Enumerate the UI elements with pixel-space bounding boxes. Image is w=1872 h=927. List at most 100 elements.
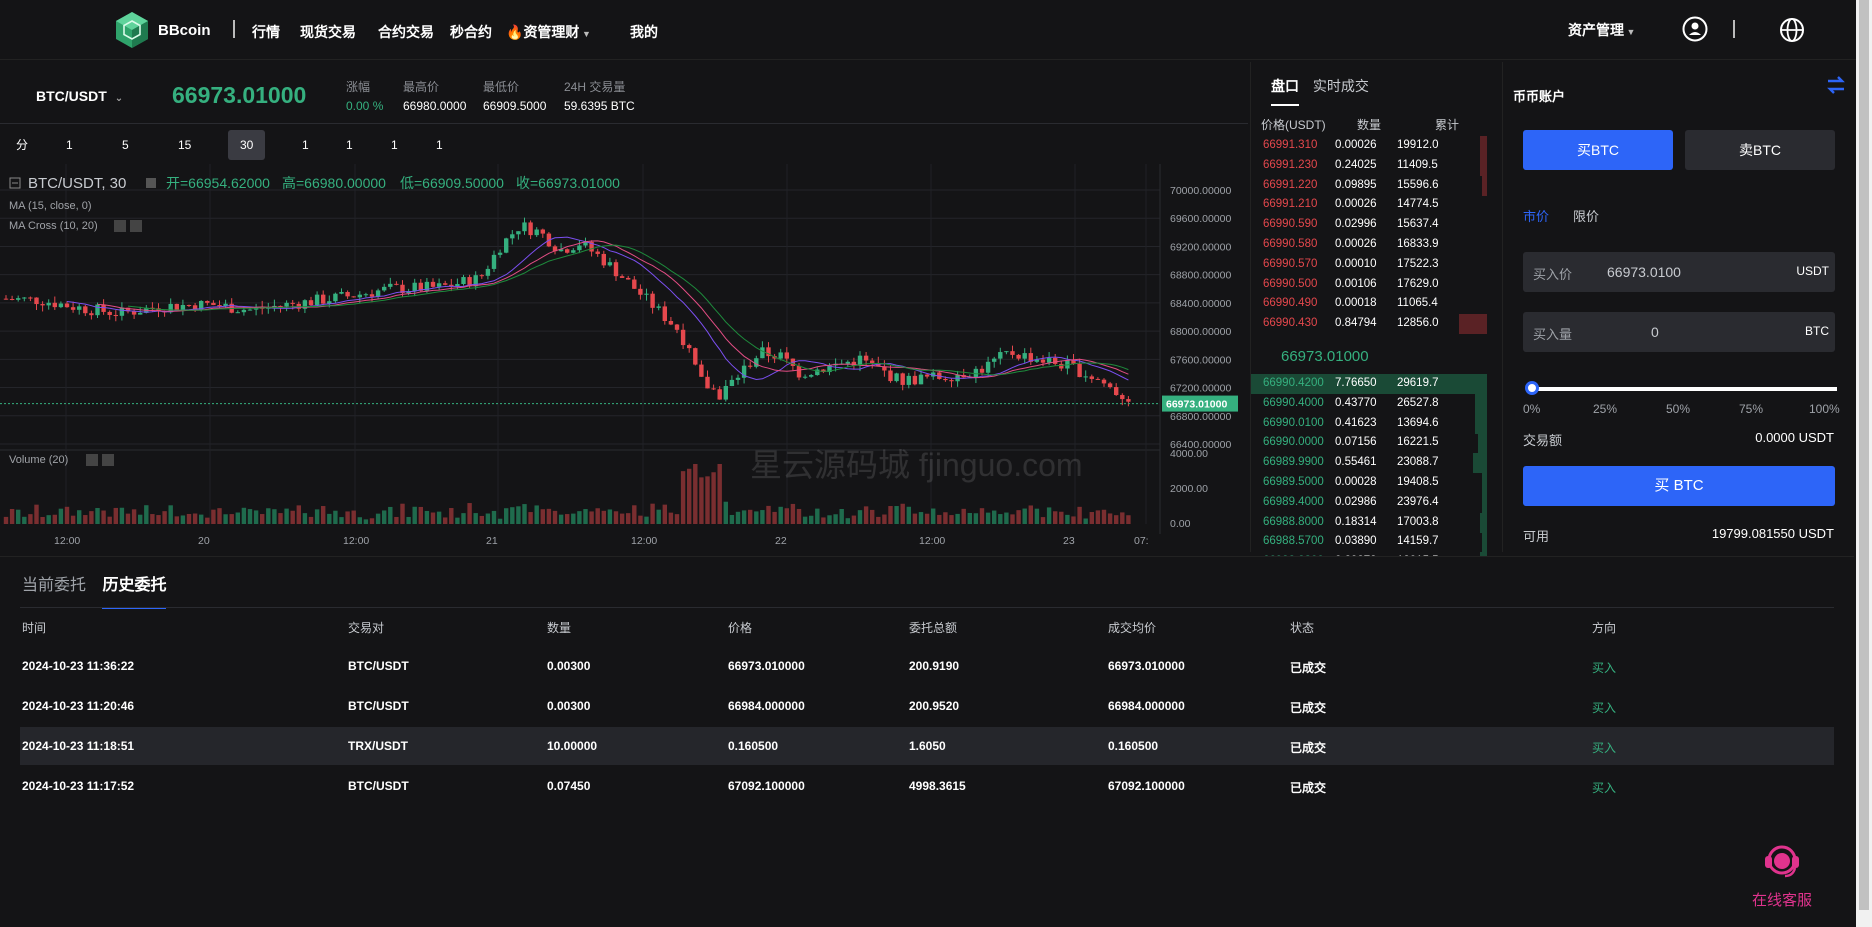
candle: [1028, 353, 1033, 362]
ask-row[interactable]: 66991.210 0.00026 14774.5: [1251, 195, 1487, 215]
order-row[interactable]: 2024-10-23 11:36:22 BTC/USDT 0.00300 66973.…: [20, 647, 1834, 685]
bid-row[interactable]: 66990.0000 0.07156 16221.5: [1251, 433, 1487, 454]
volume-bar: [217, 508, 222, 524]
interval-1d[interactable]: 1天: [346, 138, 358, 182]
volume-bar: [1120, 512, 1125, 524]
sell-tab-button[interactable]: 卖BTC: [1685, 130, 1835, 170]
book-price: 66990.430: [1263, 317, 1318, 330]
volume-bar: [412, 506, 417, 524]
candle: [205, 300, 210, 303]
book-mid-price: 66973.01000: [1281, 348, 1369, 365]
collapse-icon[interactable]: [9, 177, 21, 189]
logo[interactable]: BBcoin: [112, 10, 211, 50]
volume-bar: [406, 516, 411, 524]
pair-label: BTC/USDT: [36, 88, 107, 104]
book-qty: 0.00026: [1335, 198, 1377, 211]
volume-close-icon[interactable]: [102, 454, 114, 466]
nav-mine[interactable]: 我的: [630, 24, 658, 40]
slider-handle[interactable]: [1525, 381, 1539, 395]
interval-30m[interactable]: 30分钟: [228, 130, 266, 212]
candle: [778, 352, 783, 359]
nav-second-contract[interactable]: 秒合约: [450, 24, 492, 40]
nav-contract[interactable]: 合约交易: [378, 24, 434, 40]
buy-tab-button[interactable]: 买BTC: [1523, 130, 1673, 170]
order-row[interactable]: 2024-10-23 11:20:46 BTC/USDT 0.00300 66984.…: [20, 687, 1834, 725]
ask-row[interactable]: 66991.310 0.00026 19912.0: [1251, 136, 1487, 156]
indicator-settings-icon[interactable]: [114, 220, 126, 232]
indicator-close-icon[interactable]: [130, 220, 142, 232]
page-scrollbar[interactable]: [1856, 0, 1872, 927]
bid-row[interactable]: 66988.5700 0.03890 14159.7: [1251, 532, 1487, 553]
bid-row[interactable]: 66990.4200 7.76650 29619.7: [1251, 374, 1487, 394]
tab-recent-trades[interactable]: 实时成交: [1312, 78, 1369, 94]
bid-row[interactable]: 66990.4000 0.43770 26527.8: [1251, 393, 1487, 414]
tab-order-book[interactable]: 盘口: [1271, 76, 1299, 106]
mode-market[interactable]: 市价: [1523, 209, 1550, 224]
tab-current-orders[interactable]: 当前委托: [22, 577, 87, 594]
book-total: 16833.9: [1397, 238, 1439, 250]
interval-1mo[interactable]: 1月: [436, 138, 448, 182]
buy-qty-field[interactable]: 买入量 0 BTC: [1523, 312, 1835, 352]
user-icon[interactable]: [1682, 16, 1708, 42]
mode-limit[interactable]: 限价: [1573, 209, 1600, 224]
volume-bar: [741, 510, 747, 524]
interval-1w[interactable]: 1周: [391, 138, 403, 182]
candle: [1053, 357, 1058, 364]
ask-row[interactable]: 66990.590 0.02996 15637.4: [1251, 215, 1487, 235]
candle: [687, 345, 692, 349]
ask-row[interactable]: 66990.580 0.00026 16833.9: [1251, 235, 1487, 255]
ask-row[interactable]: 66991.230 0.24025 11409.5: [1251, 155, 1487, 176]
buy-price-field[interactable]: 买入价 66973.0100 USDT: [1523, 252, 1835, 292]
buy-btc-button[interactable]: 买 BTC: [1523, 466, 1835, 506]
order-direction: 买入: [1592, 701, 1617, 715]
ask-row[interactable]: 66990.430 0.84794 12856.0: [1251, 314, 1487, 335]
book-total: 17522.3: [1397, 257, 1439, 270]
order-row[interactable]: 2024-10-23 11:17:52 BTC/USDT 0.07450 67092.…: [20, 767, 1834, 805]
book-total: 29619.7: [1397, 377, 1439, 389]
order-status: 已成交: [1290, 781, 1327, 795]
pair-selector[interactable]: BTC/USDT ⌄: [36, 88, 123, 104]
book-total: 17629.0: [1397, 277, 1439, 290]
bid-row[interactable]: 66989.9900 0.55461 23088.7: [1251, 453, 1487, 474]
globe-icon[interactable]: [1779, 17, 1805, 43]
interval-1h[interactable]: 1时: [302, 138, 314, 182]
tab-order-history[interactable]: 历史委托: [102, 571, 167, 609]
candle: [741, 365, 747, 378]
amount-slider[interactable]: [1525, 381, 1837, 395]
volume-bar: [504, 508, 509, 524]
ask-row[interactable]: 66990.490 0.00018 11065.4: [1251, 294, 1487, 314]
interval-15m[interactable]: 15分钟: [178, 138, 192, 212]
volume-settings-icon[interactable]: [86, 454, 98, 466]
candle: [156, 308, 161, 312]
tick-100: 100%: [1809, 402, 1840, 416]
settings-icon[interactable]: [146, 178, 156, 188]
candle: [985, 361, 991, 373]
candlestick-chart[interactable]: 星云源码城 fjinguo.com 70000.00000 69600.00000…: [0, 164, 1246, 554]
swap-icon[interactable]: [1825, 74, 1847, 96]
candle: [1059, 363, 1064, 369]
interval-5m[interactable]: 5分钟: [122, 138, 134, 212]
indicator-ma: MA (15, close, 0): [9, 200, 92, 212]
volume-bar: [870, 509, 875, 524]
candle: [601, 253, 606, 266]
volume-bar: [998, 514, 1003, 524]
ask-row[interactable]: 66990.500 0.00106 17629.0: [1251, 275, 1487, 295]
order-row[interactable]: 2024-10-23 11:18:51 TRX/USDT 10.00000 0.160…: [20, 727, 1834, 765]
online-service[interactable]: 在线客服: [1752, 836, 1812, 910]
bid-row[interactable]: 66988.8000 0.18314 17003.8: [1251, 512, 1487, 533]
bid-row[interactable]: 66989.4000 0.02986 23976.4: [1251, 492, 1487, 513]
volume-bar: [382, 510, 387, 524]
nav-wealth[interactable]: 🔥资管理财 ▼: [506, 22, 591, 42]
nav-spot[interactable]: 现货交易: [300, 24, 356, 40]
ask-row[interactable]: 66990.570 0.00010 17522.3: [1251, 255, 1487, 275]
bid-row[interactable]: 66990.0100 0.41623 13694.6: [1251, 413, 1487, 434]
candle: [931, 372, 936, 377]
nav-market[interactable]: 行情: [252, 24, 280, 40]
ohlc-open: 开=66954.62000: [166, 175, 270, 191]
interval-1m[interactable]: 1分钟: [66, 138, 78, 212]
scrollbar-thumb[interactable]: [1859, 0, 1869, 910]
bid-row[interactable]: 66989.5000 0.00028 19408.5: [1251, 473, 1487, 493]
asset-management-menu[interactable]: 资产管理 ▼: [1568, 20, 1635, 40]
interval-timeline[interactable]: 分时: [16, 138, 29, 182]
ask-row[interactable]: 66991.220 0.09895 15596.6: [1251, 175, 1487, 196]
